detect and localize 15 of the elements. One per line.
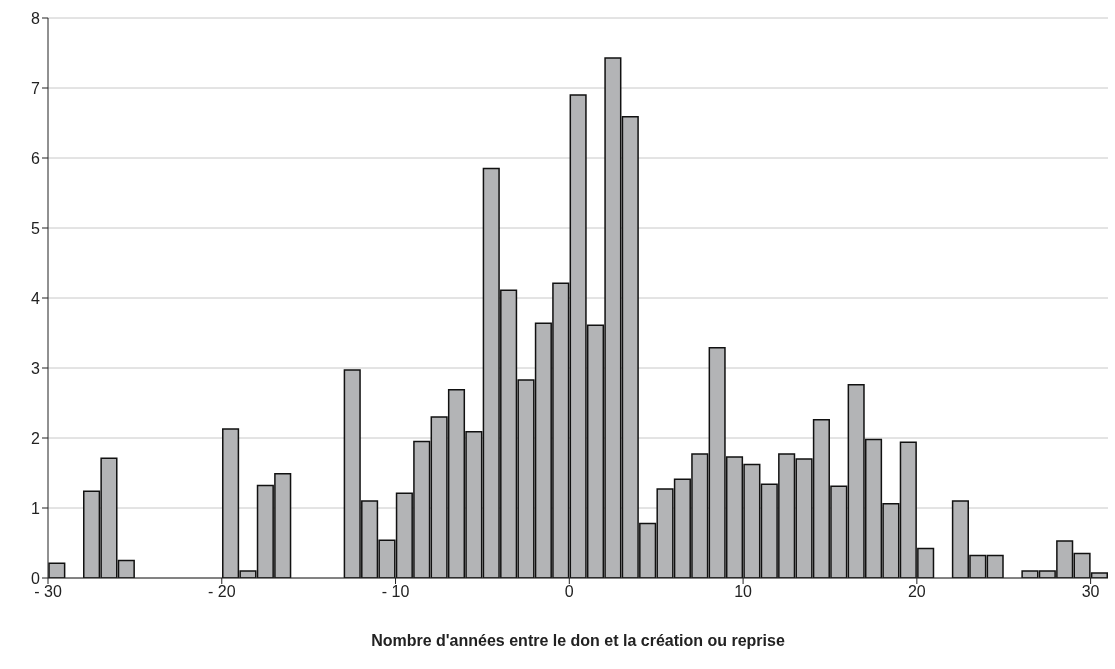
y-tick-label: 6 <box>31 149 41 167</box>
y-tick-label: 5 <box>31 219 41 237</box>
x-tick-label: 20 <box>907 583 926 601</box>
x-axis-title: Nombre d'années entre le don et la création ou reprise <box>371 632 785 649</box>
y-tick-label: 1 <box>31 499 41 517</box>
y-tick-label: 3 <box>31 359 41 377</box>
y-tick-label: 7 <box>31 79 41 97</box>
x-tick-label: 10 <box>734 583 753 601</box>
y-tick-label: 4 <box>31 289 41 307</box>
x-tick-label: 0 <box>564 583 574 601</box>
x-tick-label: - 20 <box>207 583 236 601</box>
x-tick-label: - 10 <box>381 583 410 601</box>
y-tick-label: 2 <box>31 429 41 447</box>
y-tick-label: 8 <box>31 9 41 27</box>
x-tick-label: 30 <box>1081 583 1100 601</box>
